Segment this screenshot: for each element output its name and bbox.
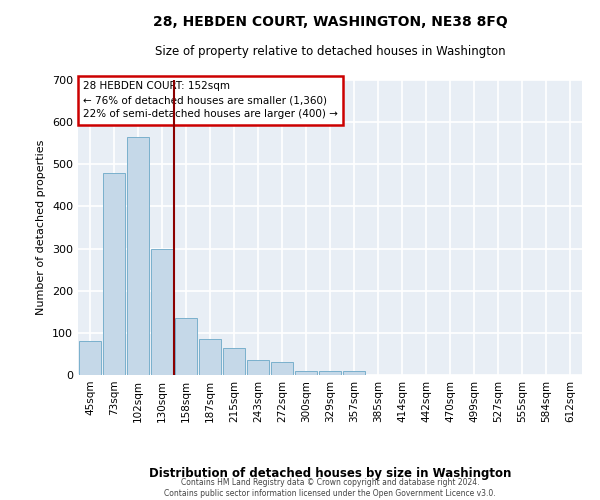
Text: Size of property relative to detached houses in Washington: Size of property relative to detached ho…	[155, 45, 505, 58]
Bar	[127, 137, 149, 375]
Y-axis label: Number of detached properties: Number of detached properties	[37, 140, 46, 315]
Text: Distribution of detached houses by size in Washington: Distribution of detached houses by size …	[149, 467, 511, 480]
Bar	[343, 371, 365, 375]
Bar	[295, 371, 317, 375]
Bar	[103, 172, 125, 375]
Bar	[151, 248, 173, 375]
Bar	[223, 348, 245, 375]
Bar	[247, 360, 269, 375]
Bar	[79, 342, 101, 375]
Text: 28, HEBDEN COURT, WASHINGTON, NE38 8FQ: 28, HEBDEN COURT, WASHINGTON, NE38 8FQ	[152, 15, 508, 29]
Bar	[319, 371, 341, 375]
Text: 28 HEBDEN COURT: 152sqm
← 76% of detached houses are smaller (1,360)
22% of semi: 28 HEBDEN COURT: 152sqm ← 76% of detache…	[83, 82, 338, 120]
Text: Contains HM Land Registry data © Crown copyright and database right 2024.
Contai: Contains HM Land Registry data © Crown c…	[164, 478, 496, 498]
Bar	[175, 318, 197, 375]
Bar	[271, 362, 293, 375]
Bar	[199, 339, 221, 375]
